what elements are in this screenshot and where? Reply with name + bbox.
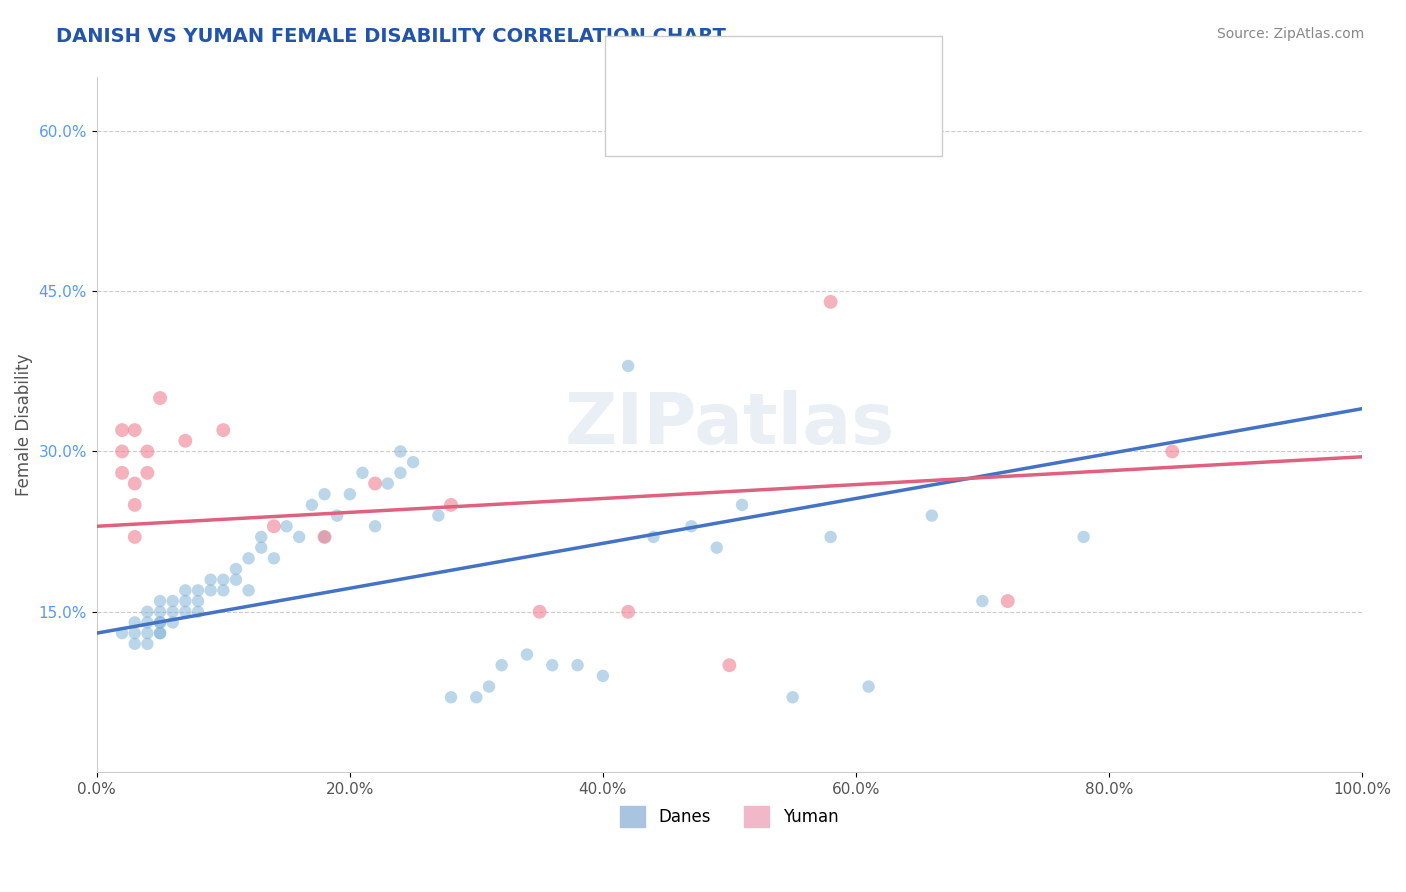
Point xyxy=(352,466,374,480)
Point xyxy=(238,551,260,566)
Point xyxy=(389,466,412,480)
Point xyxy=(364,476,387,491)
Point xyxy=(465,690,488,705)
Point xyxy=(136,637,159,651)
Point xyxy=(314,530,336,544)
Point xyxy=(314,487,336,501)
Point xyxy=(149,615,172,630)
Point xyxy=(972,594,994,608)
Point xyxy=(263,519,285,533)
Y-axis label: Female Disability: Female Disability xyxy=(15,353,32,496)
Point xyxy=(681,519,703,533)
Point xyxy=(124,615,146,630)
Point xyxy=(250,541,273,555)
Point xyxy=(187,594,209,608)
Point xyxy=(225,562,247,576)
Point xyxy=(276,519,298,533)
Point xyxy=(174,434,197,448)
Point xyxy=(389,444,412,458)
Point xyxy=(149,626,172,640)
Point xyxy=(427,508,450,523)
Point xyxy=(1073,530,1095,544)
Point xyxy=(782,690,804,705)
Point xyxy=(149,391,172,405)
Text: ZIPatlas: ZIPatlas xyxy=(564,390,894,459)
Point xyxy=(440,690,463,705)
Point xyxy=(162,594,184,608)
Point xyxy=(1161,444,1184,458)
Text: DANISH VS YUMAN FEMALE DISABILITY CORRELATION CHART: DANISH VS YUMAN FEMALE DISABILITY CORREL… xyxy=(56,27,725,45)
Point xyxy=(541,658,564,673)
Point xyxy=(149,594,172,608)
Point xyxy=(200,573,222,587)
Point xyxy=(238,583,260,598)
Point xyxy=(174,583,197,598)
Point xyxy=(567,658,589,673)
Point xyxy=(174,594,197,608)
Point xyxy=(136,626,159,640)
Point xyxy=(162,615,184,630)
Point xyxy=(124,423,146,437)
Point xyxy=(187,583,209,598)
Point xyxy=(592,669,614,683)
Point xyxy=(706,541,728,555)
Point xyxy=(820,294,842,309)
Point xyxy=(111,466,134,480)
Point xyxy=(478,680,501,694)
Text: R = 0.292   N = 22: R = 0.292 N = 22 xyxy=(647,98,817,116)
Point xyxy=(326,508,349,523)
Point xyxy=(643,530,665,544)
Point xyxy=(263,551,285,566)
Point xyxy=(136,466,159,480)
Legend: Danes, Yuman: Danes, Yuman xyxy=(613,799,845,833)
Point xyxy=(225,573,247,587)
Point xyxy=(124,476,146,491)
Point xyxy=(820,530,842,544)
Point xyxy=(124,530,146,544)
Point xyxy=(212,583,235,598)
Point xyxy=(314,530,336,544)
Point xyxy=(288,530,311,544)
Point xyxy=(364,519,387,533)
Point xyxy=(187,605,209,619)
Point xyxy=(718,658,741,673)
Point xyxy=(212,423,235,437)
Point xyxy=(136,615,159,630)
Point xyxy=(136,444,159,458)
Point xyxy=(301,498,323,512)
Point xyxy=(111,423,134,437)
Point xyxy=(731,498,754,512)
Point xyxy=(617,359,640,373)
Point xyxy=(149,615,172,630)
Point xyxy=(124,637,146,651)
Point xyxy=(111,626,134,640)
Point xyxy=(516,648,538,662)
Point xyxy=(921,508,943,523)
Point xyxy=(529,605,551,619)
Point xyxy=(149,605,172,619)
Point xyxy=(162,605,184,619)
Point xyxy=(200,583,222,598)
Text: R = 0.294   N = 67: R = 0.294 N = 67 xyxy=(647,54,817,71)
Point xyxy=(124,626,146,640)
Point xyxy=(339,487,361,501)
Point xyxy=(997,594,1019,608)
Point xyxy=(174,605,197,619)
Point xyxy=(617,605,640,619)
Point xyxy=(491,658,513,673)
Point xyxy=(111,444,134,458)
Point xyxy=(212,573,235,587)
Point xyxy=(136,605,159,619)
Point xyxy=(377,476,399,491)
Point xyxy=(149,626,172,640)
Point xyxy=(250,530,273,544)
Text: Source: ZipAtlas.com: Source: ZipAtlas.com xyxy=(1216,27,1364,41)
Point xyxy=(858,680,880,694)
Point xyxy=(402,455,425,469)
Point xyxy=(440,498,463,512)
Point xyxy=(124,498,146,512)
